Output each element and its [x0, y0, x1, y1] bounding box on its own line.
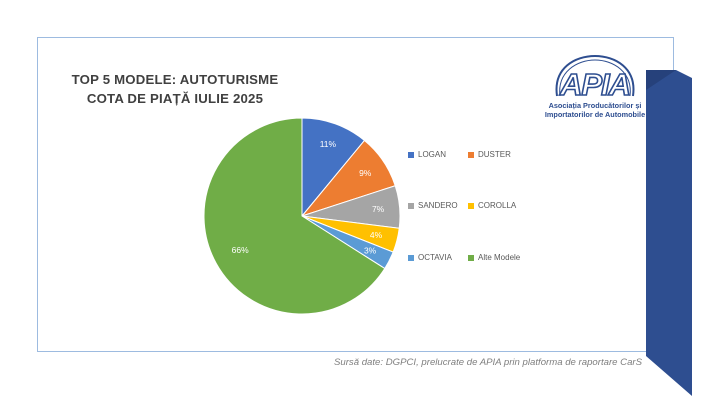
legend-item-duster: DUSTER: [468, 150, 511, 159]
data-label-logan: 11%: [320, 139, 337, 149]
source-note: Sursă date: DGPCI, prelucrate de APIA pr…: [333, 357, 642, 368]
chart-title-line-2: COTA DE PIAȚĂ IULIE 2025: [86, 91, 264, 106]
pie-data-labels: 11% 9% 7% 4% 3% 66%: [232, 139, 385, 256]
decorative-shadow-band: [646, 70, 692, 396]
legend-item-octavia: OCTAVIA: [408, 253, 452, 262]
legend-label: Alte Modele: [478, 253, 521, 262]
apia-logo: APIA: [555, 54, 635, 103]
legend-label: SANDERO: [418, 201, 458, 210]
apia-logo-line-2: Importatorilor de Automobile: [544, 110, 646, 119]
pie-slice-logan: [301, 117, 366, 218]
legend-swatch: [468, 202, 474, 209]
legend-swatch: [468, 151, 474, 158]
legend-swatch: [408, 254, 414, 261]
chart-legend: LOGAN DUSTER SANDERO COROLLA OCTAVIA Alte Mod…: [408, 150, 558, 270]
data-label-octavia: 3%: [364, 246, 377, 256]
legend-item-corolla: COROLLA: [468, 201, 516, 210]
legend-swatch: [408, 202, 414, 209]
legend-item-sandero: SANDERO: [408, 201, 458, 210]
legend-label: COROLLA: [478, 201, 517, 210]
pie-slices: [203, 117, 401, 315]
legend-item-logan: LOGAN: [408, 150, 446, 159]
legend-label: LOGAN: [418, 150, 447, 159]
data-label-duster: 9%: [359, 168, 372, 178]
data-label-sandero: 7%: [372, 204, 385, 214]
apia-logo-mark: APIA: [559, 67, 630, 102]
pie-slice-alte-modele: [203, 117, 386, 315]
apia-logo-line-1: Asociația Producătorilor și: [548, 101, 642, 110]
data-label-alte-modele: 66%: [232, 245, 249, 255]
legend-item-alte-modele: Alte Modele: [468, 253, 520, 262]
data-label-corolla: 4%: [370, 230, 383, 240]
legend-swatch: [468, 254, 474, 261]
legend-label: DUSTER: [478, 150, 511, 159]
chart-title-line-1: TOP 5 MODELE: AUTOTURISME: [71, 72, 279, 87]
legend-label: OCTAVIA: [418, 253, 452, 262]
chart-title: TOP 5 MODELE: AUTOTURISME COTA DE PIAȚĂ …: [60, 70, 290, 108]
legend-swatch: [408, 151, 414, 158]
apia-logo-text: Asociația Producătorilor și Importatoril…: [535, 101, 655, 119]
